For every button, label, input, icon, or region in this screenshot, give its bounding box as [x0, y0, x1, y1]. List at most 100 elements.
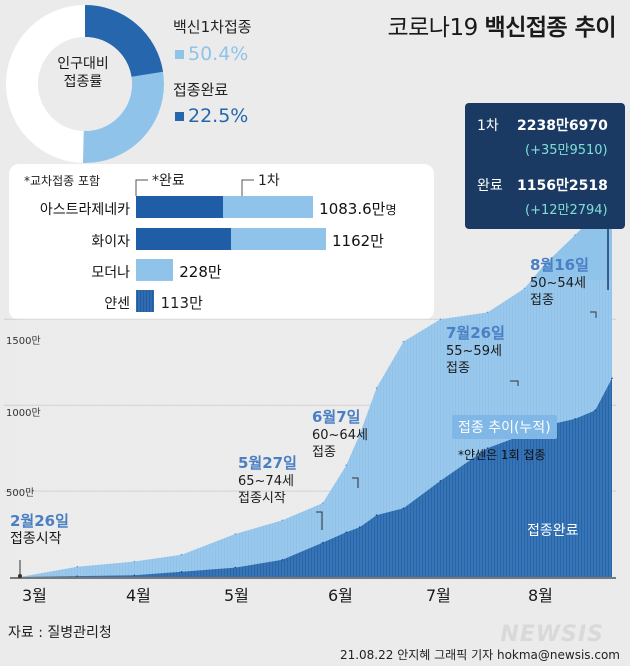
vaccine-value-text-1: 1162만 — [332, 232, 384, 250]
point-0-3 — [180, 553, 183, 556]
y-tick-1500: 1500만 — [6, 336, 41, 347]
point-1-16 — [594, 409, 596, 412]
vaccine-done-bar-1 — [136, 228, 231, 250]
graphic-credit: 21.08.22 안지혜 그래픽 기자 hokma@newsis.com — [339, 648, 620, 662]
page-title: 코로나19 백신접종 추이 — [387, 8, 616, 42]
vaccine-name-1: 화이자 — [91, 234, 130, 250]
summary-done-value: 1156만2518 — [517, 178, 608, 194]
donut-hole — [38, 37, 132, 131]
full-dose-rate-value: 22.5% — [188, 105, 249, 127]
summary-box: 1차 2238만6970 (+35만9510) 완료 1156만2518 (+1… — [465, 103, 625, 229]
y-tick-500: 500만 — [6, 488, 35, 499]
point-0-9 — [375, 387, 378, 389]
point-1-4 — [234, 566, 237, 569]
full-dose-label: 접종완료 — [173, 81, 229, 99]
point-1-5 — [281, 559, 284, 561]
annotation-may27-date: 5월27일 — [238, 454, 297, 472]
point-1-17 — [611, 377, 613, 380]
point-0-7 — [345, 464, 348, 467]
annotation-may27-text2: 접종시작 — [238, 491, 286, 506]
annotation-leader-3 — [510, 380, 519, 386]
point-0-6 — [321, 502, 324, 504]
first-dose-label: 백신1차접종 — [173, 18, 252, 36]
annotation-leader-1 — [316, 511, 323, 530]
donut-fully-vaccinated-arc — [6, 5, 164, 163]
point-1-6 — [321, 541, 324, 544]
dark-square-icon — [175, 112, 184, 121]
title-main: 백신접종 추이 — [484, 15, 617, 41]
donut-center-line1: 인구대비 — [57, 56, 109, 72]
summary-done-label: 완료 — [477, 178, 503, 194]
vaccine-value-0: 1083.6만명 — [319, 198, 396, 219]
point-1-10 — [402, 507, 405, 510]
vaccine-value-text-3: 113만 — [160, 294, 203, 312]
annotation-jul26-text1: 55~59세 — [446, 344, 502, 359]
vaccine-value-text-0: 1083.6만 — [319, 200, 386, 218]
vaccine-value-1: 1162만 — [332, 230, 384, 251]
summary-leader — [607, 229, 609, 290]
vaccine-first-bar-2 — [136, 259, 174, 281]
legend-first-dose: 1차 — [258, 173, 280, 189]
first-dose-rate: 50.4% — [175, 43, 248, 65]
annotation-jun7-text2: 접종 — [312, 445, 336, 460]
annotation-may27-text1: 65~74세 — [238, 474, 294, 489]
annotation-jul26-date: 7월26일 — [446, 324, 505, 342]
point-1-8 — [358, 526, 361, 528]
annotation-may27: 5월27일 65~74세 접종시작 — [238, 452, 297, 507]
point-1-2 — [133, 574, 136, 577]
point-1-3 — [180, 571, 183, 573]
cross-vaccination-note: *교차접종 포함 — [24, 174, 101, 188]
point-0-1 — [76, 565, 78, 568]
point-0-14 — [543, 263, 546, 266]
point-1-1 — [76, 575, 78, 577]
point-0-8 — [358, 433, 361, 436]
legend-completed: *완료 — [152, 173, 185, 189]
vaccine-name-2: 모더나 — [91, 265, 130, 281]
x-tick-mar: 3월 — [22, 586, 47, 605]
annotation-leader-2 — [352, 477, 359, 488]
summary-done-increase: (+12만2794) — [525, 203, 608, 218]
point-0-10 — [402, 340, 405, 343]
point-0-2 — [133, 560, 136, 563]
summary-first-increase: (+35만9510) — [525, 143, 608, 158]
point-1-15 — [574, 418, 576, 420]
vaccine-value-2: 228만 — [179, 261, 221, 282]
trend-label: 접종 추이(누적) — [452, 415, 557, 439]
legend-first-leader — [241, 179, 254, 196]
x-tick-jul: 7월 — [426, 586, 451, 605]
point-1-11 — [439, 479, 442, 482]
annotation-jun7: 6월7일 60~64세 접종 — [312, 406, 368, 461]
completed-area-label: 접종완료 — [527, 523, 579, 539]
start-marker — [18, 574, 22, 578]
title-prefix: 코로나19 — [387, 15, 478, 41]
summary-first-label: 1차 — [477, 118, 499, 134]
summary-first-value: 2238만6970 — [517, 118, 608, 134]
vaccine-name-0: 아스트라제네카 — [39, 202, 130, 218]
janssen-note: *얀센은 1회 접종 — [458, 448, 546, 462]
vaccine-done-bar-3 — [136, 290, 155, 312]
rate-donut — [6, 5, 164, 163]
annotation-feb26: 2월26일 접종시작 — [10, 510, 69, 548]
annotation-feb26-text: 접종시작 — [10, 531, 62, 547]
newsis-watermark: NEWSIS — [500, 622, 604, 647]
source-note: 자료 : 질병관리청 — [8, 625, 112, 641]
annotation-aug16-text1: 50~54세 — [530, 276, 586, 291]
vaccine-done-bar-0 — [136, 196, 223, 218]
y-tick-1000: 1000만 — [6, 408, 41, 419]
annotation-jul26: 7월26일 55~59세 접종 — [446, 322, 505, 377]
vaccine-name-3: 얀센 — [104, 296, 130, 312]
x-tick-may: 5월 — [224, 586, 249, 605]
point-1-7 — [345, 531, 348, 534]
full-dose-rate: 22.5% — [175, 105, 248, 127]
legend-done-leader — [135, 179, 148, 196]
annotation-aug16-date: 8월16일 — [530, 256, 589, 274]
x-tick-jun: 6월 — [328, 586, 353, 605]
point-1-9 — [375, 514, 378, 516]
x-tick-aug: 8월 — [528, 586, 553, 605]
point-1-12 — [486, 447, 489, 449]
point-0-15 — [574, 234, 576, 236]
donut-center-line2: 접종률 — [63, 74, 103, 90]
donut-center-label: 인구대비 접종률 — [43, 55, 123, 91]
point-0-12 — [486, 311, 489, 314]
annotation-jul26-text2: 접종 — [446, 361, 470, 376]
